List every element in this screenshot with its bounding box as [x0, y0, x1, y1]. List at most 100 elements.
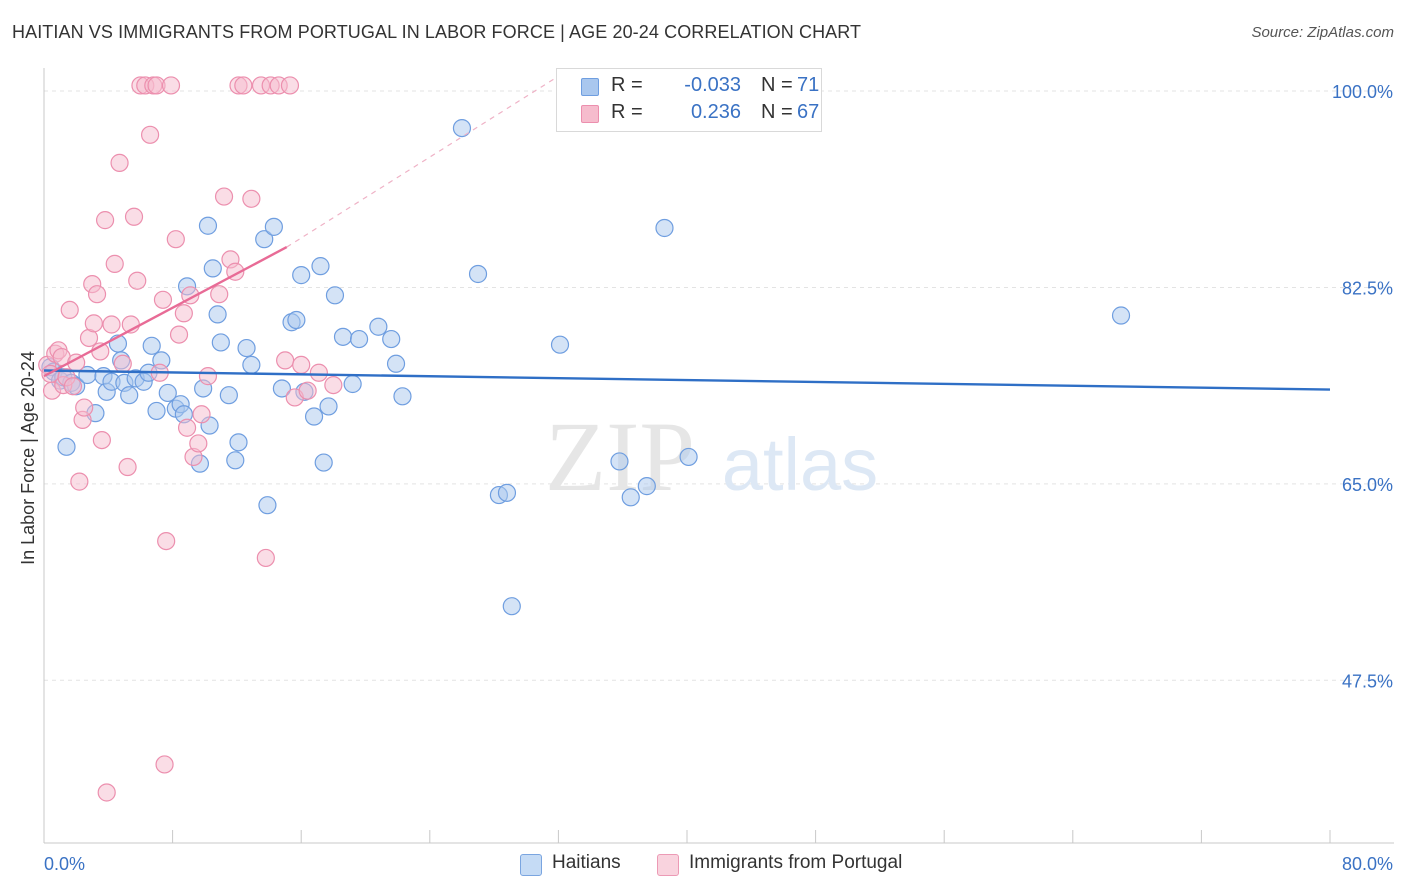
- data-point: [242, 189, 261, 208]
- data-point: [655, 218, 674, 238]
- data-point: [280, 76, 300, 95]
- data-point: [198, 216, 218, 235]
- data-point: [226, 451, 245, 470]
- legend-n-value: 67: [797, 101, 820, 123]
- x-tick-label: 0.0%: [44, 854, 85, 874]
- data-point: [258, 496, 277, 515]
- data-point: [679, 447, 698, 467]
- trend-line-haitians: [43, 369, 1331, 391]
- data-point: [369, 317, 388, 336]
- data-point: [292, 355, 311, 374]
- data-point: [198, 367, 218, 386]
- data-point: [324, 376, 343, 395]
- data-point: [497, 483, 517, 502]
- data-point: [343, 374, 362, 394]
- portugal-points: [38, 76, 343, 802]
- data-point: [502, 597, 521, 616]
- data-point: [319, 397, 338, 416]
- trend-extension-portugal: [286, 73, 562, 248]
- data-point: [211, 333, 230, 352]
- data-point: [214, 187, 234, 206]
- data-point: [118, 457, 137, 477]
- legend-r-value: -0.033: [684, 74, 741, 96]
- data-point: [161, 76, 181, 95]
- data-point: [169, 325, 189, 344]
- data-point: [255, 230, 274, 249]
- legend-r-label: R =: [611, 74, 643, 96]
- data-point: [382, 329, 401, 349]
- data-point: [621, 488, 640, 507]
- legend-n-label: N =: [761, 74, 793, 96]
- data-point: [128, 271, 147, 290]
- data-point: [203, 259, 222, 278]
- data-point: [97, 783, 116, 802]
- data-point: [208, 305, 227, 324]
- data-point: [468, 264, 488, 284]
- data-point: [1111, 306, 1131, 325]
- data-point: [124, 207, 144, 226]
- data-point: [142, 336, 161, 355]
- data-point: [63, 377, 83, 396]
- data-point: [311, 257, 330, 276]
- legend-label-haitians: Haitians: [552, 852, 621, 873]
- data-point: [95, 211, 115, 230]
- data-point: [276, 351, 295, 370]
- legend-n-label: N =: [761, 101, 793, 123]
- legend-label-portugal: Immigrants from Portugal: [689, 852, 903, 873]
- legend-r-label: R =: [611, 101, 643, 123]
- legend-r-value: 0.236: [690, 101, 741, 123]
- data-point: [333, 327, 353, 346]
- data-point: [177, 418, 197, 437]
- data-point: [298, 381, 317, 400]
- y-tick-label: 82.5%: [1342, 278, 1393, 298]
- watermark: ZIP atlas: [545, 401, 878, 512]
- tick-labels: 100.0% 82.5% 65.0% 47.5% 0.0% 80.0%: [44, 82, 1393, 874]
- data-point: [155, 755, 174, 774]
- data-point: [234, 76, 253, 95]
- data-point: [272, 379, 292, 398]
- data-point: [87, 285, 107, 304]
- data-point: [210, 285, 229, 304]
- data-point: [110, 153, 129, 172]
- y-axis-label: In Labor Force | Age 20-24: [18, 351, 38, 565]
- data-point: [219, 386, 238, 405]
- data-point: [157, 532, 176, 551]
- data-point: [304, 407, 324, 426]
- data-point: [550, 335, 570, 354]
- data-point: [192, 405, 211, 424]
- data-point: [113, 354, 132, 373]
- data-point: [229, 433, 248, 452]
- data-point: [140, 125, 160, 144]
- data-point: [166, 230, 185, 249]
- legend-swatch-haitians: [581, 78, 599, 96]
- axes: [43, 68, 1394, 844]
- data-point: [92, 430, 111, 450]
- data-point: [147, 401, 166, 421]
- x-tick-label: 80.0%: [1342, 854, 1393, 874]
- y-tick-label: 100.0%: [1332, 82, 1393, 102]
- data-point: [102, 315, 121, 334]
- data-point: [70, 472, 89, 491]
- data-point: [57, 437, 76, 456]
- data-point: [105, 254, 124, 273]
- y-tick-label: 47.5%: [1342, 671, 1393, 691]
- chart-title: HAITIAN VS IMMIGRANTS FROM PORTUGAL IN L…: [12, 22, 862, 42]
- data-point: [153, 290, 173, 309]
- watermark-atlas: atlas: [722, 423, 878, 506]
- haitians-points: [41, 118, 1131, 616]
- data-point: [242, 355, 261, 374]
- data-point: [325, 286, 345, 305]
- data-point: [60, 300, 79, 320]
- source-label: Source: ZipAtlas.com: [1251, 24, 1394, 41]
- data-point: [452, 118, 472, 138]
- data-point: [256, 548, 275, 568]
- y-tick-label: 65.0%: [1342, 475, 1393, 495]
- correlation-legend: R = -0.033 N = 71 R = 0.236 N = 67: [556, 68, 822, 132]
- data-point: [75, 398, 94, 417]
- legend-swatch-haitians: [520, 854, 542, 876]
- legend-n-value: 71: [797, 74, 820, 96]
- data-point: [120, 386, 139, 405]
- data-point: [393, 387, 412, 406]
- data-point: [287, 310, 306, 330]
